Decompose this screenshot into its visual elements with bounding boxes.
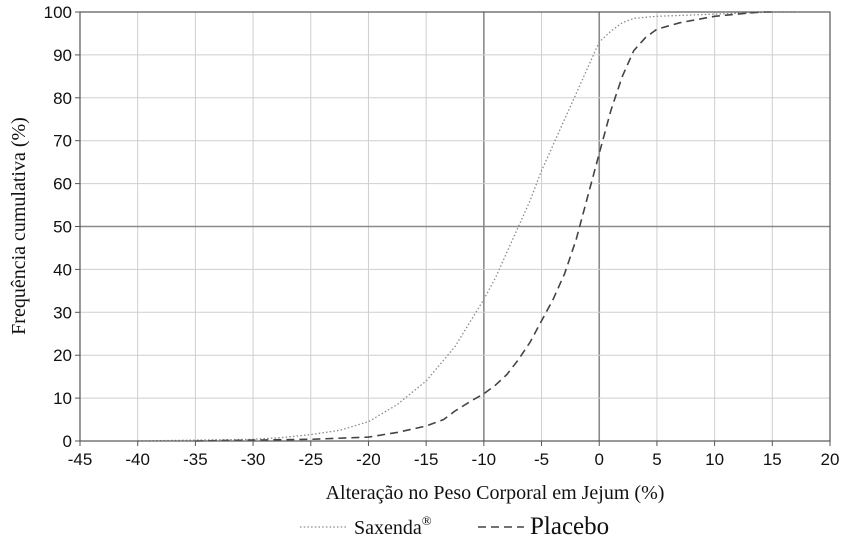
series-lines [137,11,796,442]
x-tick-label: 15 [763,450,782,469]
x-tick-label: -25 [298,450,323,469]
x-tick-label: -30 [241,450,266,469]
y-tick-label: 50 [53,218,72,237]
tick-labels: -45 -40 -35 -30 -25 -20 -15 -10 -5 0 5 10 15 20 0 10 20 3… [44,3,840,469]
plot-frame [79,11,831,442]
grid [75,11,831,446]
x-tick-label: 20 [821,450,840,469]
y-tick-label: 60 [53,175,72,194]
y-tick-label: 10 [53,389,72,408]
series-line-placebo [195,11,773,442]
y-tick-label: 100 [44,3,72,22]
y-axis-title: Frequência cumulativa (%) [8,117,30,335]
y-tick-label: 20 [53,346,72,365]
x-tick-label: -45 [68,450,93,469]
x-tick-label: -5 [534,450,549,469]
y-tick-label: 40 [53,260,72,279]
x-tick-label: -35 [183,450,208,469]
x-tick-label: -15 [414,450,439,469]
series-line-saxenda [137,11,796,442]
y-tick-label: 30 [53,303,72,322]
x-tick-label: 10 [705,450,724,469]
y-tick-label: 80 [53,89,72,108]
legend-label-saxenda-mark: ® [422,513,432,528]
x-tick-label: -20 [356,450,381,469]
legend-label-placebo: Placebo [530,513,609,540]
x-tick-label: 0 [594,450,603,469]
x-tick-label: -40 [125,450,150,469]
y-tick-label: 0 [63,432,72,451]
y-tick-label: 90 [53,46,72,65]
y-tick-label: 70 [53,132,72,151]
legend-label-saxenda: Saxenda® [354,513,432,539]
x-axis-title: Alteração no Peso Corporal em Jejum (%) [326,482,665,504]
legend-label-saxenda-text: Saxenda [354,517,422,539]
x-tick-label: -10 [472,450,497,469]
x-tick-label: 5 [652,450,661,469]
legend: Saxenda® Placebo [300,513,609,540]
